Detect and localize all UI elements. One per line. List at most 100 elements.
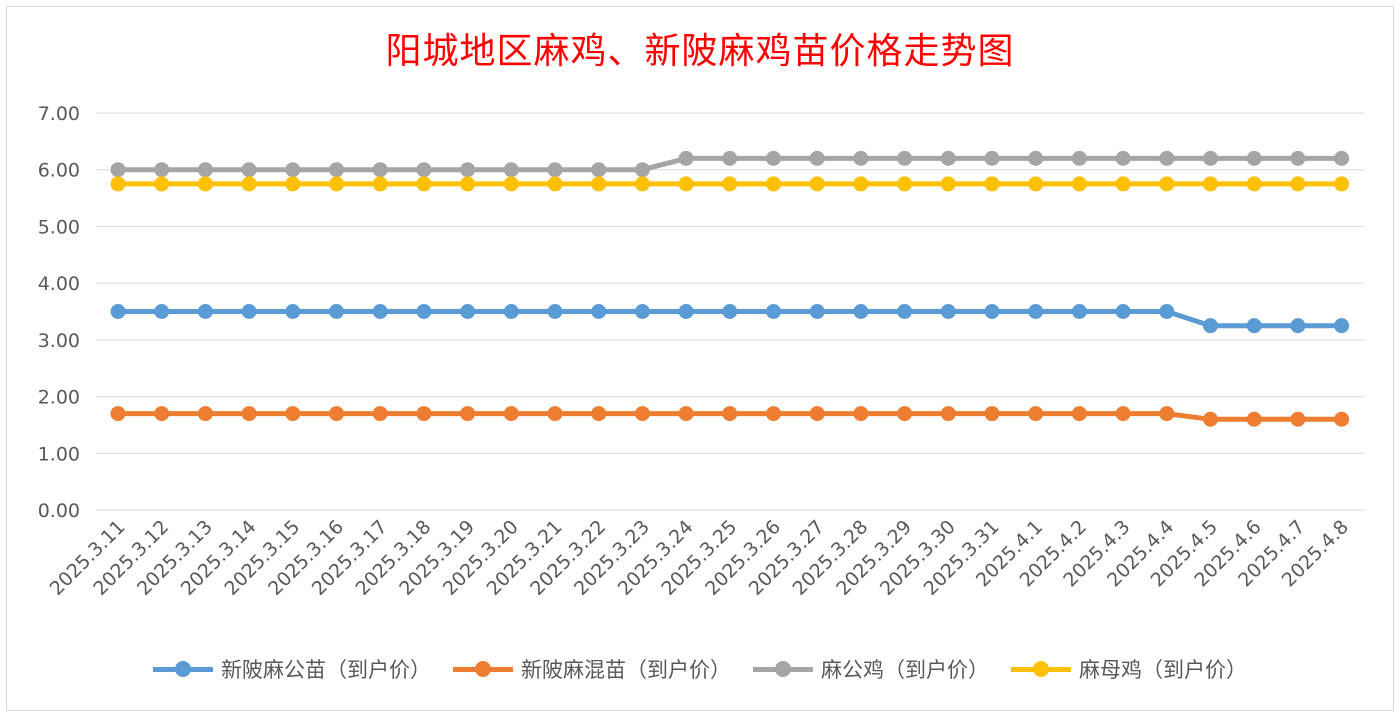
data-point (1159, 406, 1175, 422)
series-lines (115, 155, 1345, 422)
y-tick-label: 5.00 (38, 216, 80, 238)
data-point (1290, 318, 1306, 334)
legend-marker (475, 661, 491, 677)
data-point (416, 162, 432, 178)
data-point (1203, 318, 1218, 334)
data-point (678, 304, 694, 319)
data-point (897, 304, 913, 319)
data-point (1071, 176, 1087, 192)
y-tick-label: 0.00 (38, 500, 80, 522)
data-point (1246, 150, 1262, 166)
data-point (1334, 318, 1350, 334)
data-point (853, 176, 869, 192)
data-point (853, 304, 869, 319)
data-point (503, 304, 519, 319)
data-point (154, 304, 170, 319)
data-point (722, 176, 738, 192)
data-point (110, 406, 126, 422)
legend-item: 麻公鸡（到户价） (753, 654, 989, 684)
data-point (154, 406, 170, 422)
data-point (329, 176, 344, 192)
data-point (110, 162, 126, 178)
data-point (897, 176, 913, 192)
data-point (285, 304, 301, 319)
data-point (809, 176, 825, 192)
data-point (154, 162, 170, 178)
data-point (634, 304, 650, 319)
legend-marker (175, 661, 191, 677)
data-point (809, 150, 825, 166)
data-point (416, 406, 432, 422)
data-point (809, 304, 825, 319)
data-point (853, 406, 869, 422)
legend-label: 新陂麻混苗（到户价） (521, 658, 731, 682)
data-point (416, 176, 432, 192)
data-point (722, 150, 738, 166)
data-point (1290, 411, 1306, 427)
legend-swatch (453, 657, 513, 681)
data-point (460, 304, 476, 319)
data-point (766, 176, 781, 192)
data-point (634, 162, 650, 178)
data-point (766, 304, 781, 319)
data-point (197, 162, 213, 178)
data-point (722, 304, 738, 319)
x-axis-ticks: 2025.3.112025.3.122025.3.132025.3.142025… (46, 516, 1354, 600)
legend-label: 麻母鸡（到户价） (1079, 658, 1247, 682)
data-point (241, 162, 257, 178)
chart-frame (6, 6, 1394, 711)
data-point (897, 150, 913, 166)
data-point (329, 406, 344, 422)
data-point (1028, 150, 1044, 166)
legend-swatch (753, 657, 813, 681)
data-point (897, 406, 913, 422)
data-point (372, 304, 388, 319)
data-point (1203, 150, 1218, 166)
data-point (678, 406, 694, 422)
series-points (110, 150, 1350, 427)
legend-item: 新陂麻混苗（到户价） (453, 654, 731, 684)
data-point (591, 406, 607, 422)
data-point (372, 406, 388, 422)
data-point (241, 304, 257, 319)
data-point (1334, 150, 1350, 166)
data-point (678, 176, 694, 192)
legend-item: 麻母鸡（到户价） (1011, 654, 1247, 684)
legend-label: 新陂麻公苗（到户价） (221, 658, 431, 682)
data-point (1203, 411, 1218, 427)
data-point (329, 304, 344, 319)
data-point (634, 176, 650, 192)
data-point (547, 162, 563, 178)
data-point (503, 406, 519, 422)
data-point (547, 176, 563, 192)
data-point (1028, 176, 1044, 192)
data-point (1115, 150, 1131, 166)
data-point (503, 176, 519, 192)
data-point (460, 406, 476, 422)
data-point (1246, 318, 1262, 334)
data-point (1159, 176, 1175, 192)
y-tick-label: 1.00 (38, 443, 80, 465)
data-point (372, 176, 388, 192)
data-point (1115, 304, 1131, 319)
data-point (1203, 176, 1218, 192)
data-point (1159, 304, 1175, 319)
data-point (940, 304, 956, 319)
y-tick-label: 3.00 (38, 330, 80, 352)
data-point (285, 406, 301, 422)
data-point (766, 150, 781, 166)
data-point (547, 304, 563, 319)
data-point (984, 176, 1000, 192)
data-point (984, 150, 1000, 166)
data-point (110, 304, 126, 319)
chart-legend: 新陂麻公苗（到户价） 新陂麻混苗（到户价） 麻公鸡（到户价） 麻母鸡（到户价） (0, 652, 1400, 686)
data-point (1334, 411, 1350, 427)
data-point (1159, 150, 1175, 166)
data-point (241, 176, 257, 192)
data-point (1071, 406, 1087, 422)
data-point (940, 406, 956, 422)
data-point (1028, 304, 1044, 319)
data-point (285, 162, 301, 178)
data-point (591, 176, 607, 192)
